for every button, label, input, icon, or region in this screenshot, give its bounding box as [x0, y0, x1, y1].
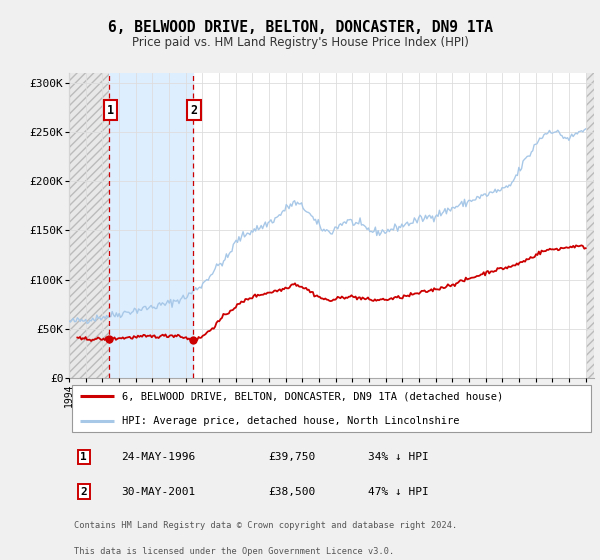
Bar [109, 73, 193, 378]
Text: 2: 2 [191, 104, 198, 116]
Text: £39,750: £39,750 [269, 452, 316, 462]
Text: 47% ↓ HPI: 47% ↓ HPI [368, 487, 429, 497]
Bar [586, 73, 594, 378]
Text: 6, BELWOOD DRIVE, BELTON, DONCASTER, DN9 1TA: 6, BELWOOD DRIVE, BELTON, DONCASTER, DN9… [107, 20, 493, 35]
Text: 2: 2 [80, 487, 87, 497]
FancyBboxPatch shape [71, 385, 592, 432]
Bar [69, 73, 109, 378]
Text: 1: 1 [80, 452, 87, 462]
Text: £38,500: £38,500 [269, 487, 316, 497]
Text: 1: 1 [107, 104, 114, 116]
Text: Contains HM Land Registry data © Crown copyright and database right 2024.: Contains HM Land Registry data © Crown c… [74, 521, 458, 530]
Text: 34% ↓ HPI: 34% ↓ HPI [368, 452, 429, 462]
Text: Price paid vs. HM Land Registry's House Price Index (HPI): Price paid vs. HM Land Registry's House … [131, 36, 469, 49]
Bar [586, 73, 594, 378]
Text: 6, BELWOOD DRIVE, BELTON, DONCASTER, DN9 1TA (detached house): 6, BELWOOD DRIVE, BELTON, DONCASTER, DN9… [121, 391, 503, 402]
Text: HPI: Average price, detached house, North Lincolnshire: HPI: Average price, detached house, Nort… [121, 416, 459, 426]
Text: 24-MAY-1996: 24-MAY-1996 [121, 452, 196, 462]
Text: This data is licensed under the Open Government Licence v3.0.: This data is licensed under the Open Gov… [74, 547, 395, 556]
Text: 30-MAY-2001: 30-MAY-2001 [121, 487, 196, 497]
Bar [69, 73, 109, 378]
